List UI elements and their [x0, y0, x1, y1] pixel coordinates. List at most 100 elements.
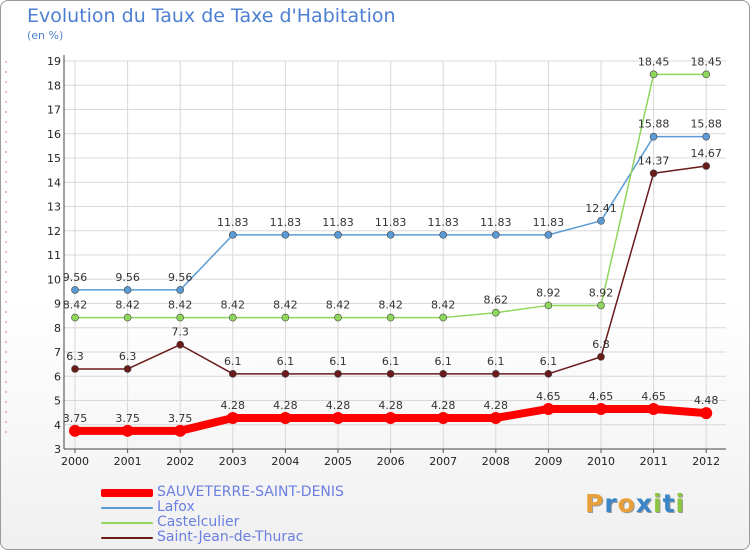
data-point — [334, 370, 342, 378]
data-point — [700, 407, 713, 420]
chart-title: Evolution du Taux de Taxe d'Habitation — [27, 5, 396, 27]
legend-swatch — [101, 489, 153, 497]
data-label: 18.45 — [638, 55, 670, 68]
y-tick-label: 5 — [54, 395, 61, 408]
x-tick-label: 2010 — [587, 455, 615, 468]
data-point — [544, 370, 553, 378]
data-point — [649, 70, 658, 79]
data-label: 6.1 — [382, 355, 400, 368]
data-label: 4.65 — [589, 390, 614, 403]
data-label: 15.88 — [690, 118, 722, 131]
axes — [5, 55, 726, 453]
x-tick-label: 2002 — [166, 455, 194, 468]
data-label: 6.3 — [66, 350, 84, 363]
data-label: 6.1 — [540, 355, 558, 368]
data-label: 3.75 — [115, 412, 140, 425]
y-tick-label: 17 — [47, 104, 61, 117]
data-point — [332, 411, 344, 424]
data-label: 4.48 — [694, 394, 719, 407]
x-tick-label: 2003 — [219, 455, 247, 468]
data-label: 6.1 — [434, 355, 452, 368]
x-tick-label: 2011 — [640, 455, 668, 468]
data-point — [595, 402, 607, 415]
data-point — [71, 286, 79, 294]
x-tick-label: 2007 — [429, 455, 457, 468]
chart-unit: (en %) — [27, 29, 64, 42]
data-point — [229, 231, 237, 239]
data-point — [702, 132, 711, 141]
logo-letter: x — [635, 489, 653, 518]
data-point — [281, 231, 290, 239]
data-label: 6.1 — [224, 355, 242, 368]
data-label: 9.56 — [63, 271, 88, 284]
y-tick-labels: 3 4 5 6 7 8 9 10 11 12 13 14 15 16 17 18 19 — [47, 55, 61, 456]
x-tick-label: 2001 — [114, 455, 142, 468]
y-tick-label: 15 — [47, 152, 61, 165]
data-label: 4.65 — [536, 390, 561, 403]
y-tick-label: 7 — [54, 346, 61, 359]
data-point — [176, 313, 184, 322]
data-label: 14.37 — [638, 154, 670, 167]
y-tick-label: 18 — [47, 79, 61, 92]
data-point — [334, 231, 342, 239]
data-label: 11.83 — [270, 216, 302, 229]
data-label: 8.42 — [378, 299, 403, 312]
data-point — [279, 411, 292, 424]
y-tick-label: 4 — [54, 419, 61, 432]
data-point — [649, 132, 658, 141]
y-tick-label: 13 — [47, 201, 61, 214]
data-label: 8.42 — [273, 299, 298, 312]
data-point — [123, 365, 132, 373]
x-tick-labels: 2000 2001 2002 2003 2004 2005 2006 2007 2008 2009… — [61, 455, 720, 468]
data-label: 11.83 — [480, 216, 512, 229]
data-point — [281, 313, 290, 322]
y-tick-label: 9 — [54, 298, 61, 311]
data-point — [281, 370, 290, 378]
logo-letter: t — [662, 489, 676, 518]
data-label: 4.65 — [641, 390, 666, 403]
data-label: 11.83 — [322, 216, 354, 229]
data-point — [647, 402, 660, 415]
data-label: 8.92 — [589, 286, 614, 299]
data-point — [176, 340, 184, 349]
x-tick-label: 2009 — [534, 455, 562, 468]
data-point — [386, 370, 395, 378]
y-tick-label: 16 — [47, 128, 61, 141]
data-point — [702, 70, 711, 79]
y-tick-label: 3 — [54, 443, 61, 456]
data-label: 11.83 — [533, 216, 565, 229]
legend-swatch — [101, 507, 153, 509]
legend-label: Castelculier — [157, 514, 240, 530]
data-label: 11.83 — [427, 216, 459, 229]
data-label: 15.88 — [638, 118, 670, 131]
data-point — [386, 313, 395, 322]
data-label: 4.28 — [273, 399, 298, 412]
logo-letter: o — [617, 489, 636, 518]
x-tick-label: 2004 — [271, 455, 299, 468]
series-group — [69, 70, 713, 437]
data-point — [542, 402, 555, 415]
logo-letter: r — [604, 489, 618, 518]
data-label: 8.42 — [115, 299, 140, 312]
x-tick-label: 2005 — [324, 455, 352, 468]
x-tick-label: 2000 — [61, 455, 89, 468]
logo-letter: i — [653, 489, 663, 518]
logo-letter: i — [675, 489, 686, 518]
logo-letter: P — [585, 489, 605, 518]
x-tick-label: 2006 — [377, 455, 405, 468]
data-label: 3.75 — [168, 412, 193, 425]
y-tick-label: 10 — [47, 273, 61, 286]
data-label: 3.75 — [63, 412, 88, 425]
data-point — [229, 313, 237, 322]
data-label: 7.3 — [171, 326, 189, 339]
data-label: 14.67 — [690, 147, 722, 160]
data-point — [437, 411, 450, 424]
data-label: 9.56 — [168, 271, 193, 284]
data-label: 4.28 — [484, 399, 509, 412]
data-point — [123, 313, 132, 322]
data-point — [71, 313, 79, 322]
data-label: 12.41 — [585, 202, 617, 215]
data-point — [439, 370, 448, 378]
